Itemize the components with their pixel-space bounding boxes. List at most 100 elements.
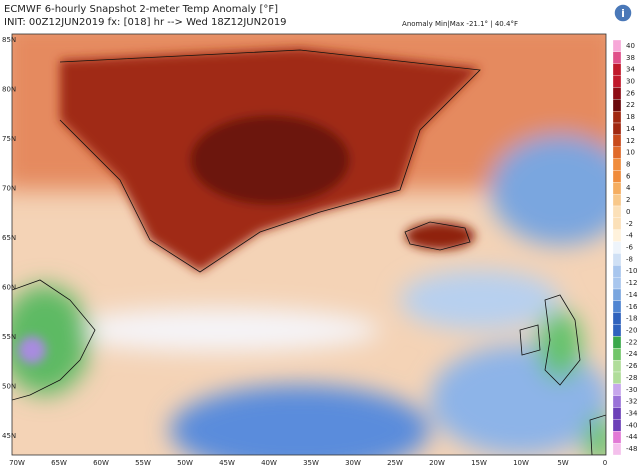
colorbar-label: -6 [626, 244, 634, 252]
colorbar-cell [612, 63, 622, 76]
colorbar-cell [612, 134, 622, 147]
lon-label: 45W [219, 459, 235, 467]
colorbar-cell [612, 419, 622, 432]
lat-label: 75N [2, 135, 16, 143]
colorbar-cell [612, 431, 622, 444]
colorbar-label: -34 [626, 410, 638, 418]
colorbar-cell [612, 182, 622, 195]
colorbar-cell [612, 87, 622, 100]
colorbar-label: 14 [626, 125, 635, 133]
colorbar-cell [612, 395, 622, 408]
lat-label: 85N [2, 36, 16, 44]
colorbar-cell [612, 359, 622, 373]
colorbar-cell [612, 348, 622, 361]
svg-text:i: i [621, 7, 625, 20]
colorbar-label: 34 [626, 66, 635, 74]
lat-label: 70N [2, 185, 16, 193]
colorbar-label: 26 [626, 89, 635, 97]
colorbar-cell [612, 312, 622, 325]
info-button[interactable]: i [613, 3, 633, 23]
colorbar-label: -32 [626, 398, 637, 406]
lon-label: 65W [51, 459, 67, 467]
colorbar-cell [612, 265, 622, 278]
colorbar-label: 12 [626, 137, 635, 145]
colorbar-cell [612, 170, 622, 183]
colorbar-cell [612, 122, 622, 136]
colorbar-cell [612, 51, 622, 64]
colorbar-cell [612, 229, 622, 242]
colorbar-cell [612, 324, 622, 337]
colorbar-label: -18 [626, 315, 637, 323]
lon-label: 70W [9, 459, 25, 467]
colorbar-label: -14 [626, 291, 638, 299]
colorbar-label: 2 [626, 196, 630, 204]
lon-label: 40W [261, 459, 277, 467]
title: ECMWF 6-hourly Snapshot 2-meter Temp Ano… [4, 4, 278, 15]
colorbar-label: -22 [626, 338, 637, 346]
colorbar-label: -44 [626, 433, 638, 441]
colorbar-label: 6 [626, 172, 631, 180]
colorbar-cell [612, 276, 622, 290]
colorbar-label: -2 [626, 220, 633, 228]
colorbar-cell [612, 371, 622, 385]
lon-label: 20W [429, 459, 445, 467]
map-frame [11, 33, 607, 456]
colorbar-cell [612, 146, 622, 159]
colorbar-cell [612, 110, 622, 124]
colorbar-label: -30 [626, 386, 637, 394]
colorbar-label: 22 [626, 101, 635, 109]
colorbar-cell [612, 383, 622, 396]
colorbar-label: 10 [626, 149, 635, 157]
colorbar-label: -10 [626, 267, 637, 275]
colorbar-cell [612, 288, 622, 302]
colorbar-label: -8 [626, 255, 633, 263]
colorbar-label: 40 [626, 42, 635, 50]
colorbar-label: -26 [626, 362, 638, 370]
colorbar-cell [612, 217, 622, 230]
colorbar-cell [612, 75, 622, 88]
colorbar-cell [612, 158, 622, 171]
lon-label: 50W [177, 459, 193, 467]
colorbar-label: -24 [626, 350, 638, 358]
colorbar-cell [612, 253, 622, 266]
colorbar-label: -20 [626, 327, 637, 335]
lon-label: 5W [557, 459, 568, 467]
colorbar-cell [612, 39, 622, 53]
colorbar-cell [612, 241, 622, 254]
colorbar-label: -28 [626, 374, 637, 382]
colorbar-label: -4 [626, 232, 634, 240]
colorbar-label: 8 [626, 161, 630, 169]
colorbar-label: 18 [626, 113, 635, 121]
lon-label: 35W [303, 459, 319, 467]
lat-label: 65N [2, 234, 16, 242]
lon-label: 10W [513, 459, 529, 467]
colorbar-cell [612, 407, 622, 420]
lon-label: 55W [135, 459, 151, 467]
colorbar-cell [612, 442, 622, 456]
subtitle: INIT: 00Z12JUN2019 fx: [018] hr --> Wed … [4, 17, 287, 28]
lon-label: 25W [387, 459, 403, 467]
colorbar-label: -40 [626, 421, 637, 429]
colorbar-cell [612, 205, 622, 219]
colorbar-label: 30 [626, 78, 635, 86]
anomaly-range: Anomaly Min|Max -21.1° | 40.4°F [402, 20, 518, 28]
colorbar-cell [612, 193, 622, 207]
colorbar-label: 38 [626, 54, 635, 62]
lon-label: 60W [93, 459, 109, 467]
colorbar-label: 4 [626, 184, 631, 192]
colorbar-label: -12 [626, 279, 637, 287]
colorbar-label: -16 [626, 303, 638, 311]
colorbar-label: 0 [626, 208, 630, 216]
lat-label: 80N [2, 86, 16, 94]
colorbar-cell [612, 300, 622, 313]
lat-label: 45N [2, 432, 16, 440]
anomaly-field [12, 34, 606, 455]
lat-label: 55N [2, 333, 16, 341]
lon-label: 0 [603, 459, 607, 467]
colorbar-cell [612, 99, 622, 112]
lon-label: 15W [471, 459, 487, 467]
lat-label: 50N [2, 383, 16, 391]
lat-label: 60N [2, 284, 16, 292]
lon-label: 30W [345, 459, 361, 467]
